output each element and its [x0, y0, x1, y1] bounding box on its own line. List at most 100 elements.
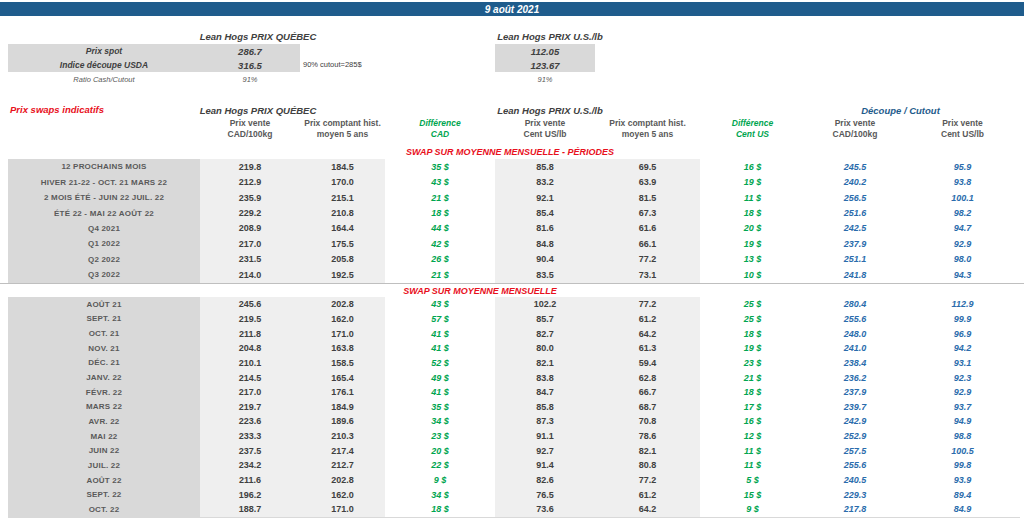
- price-cad-cell: 235.9: [200, 190, 300, 205]
- diff-us-cell: 25 $: [700, 297, 805, 312]
- diff-cad-cell: 18 $: [385, 502, 495, 517]
- cutout-cad-cell: 280.4: [805, 297, 905, 312]
- price-cad-cell: 231.5: [200, 252, 300, 267]
- cutout-cad-cell: 241.8: [805, 267, 905, 282]
- price-us-cell: 84.8: [495, 236, 595, 251]
- cutout-us-cell: 98.0: [905, 252, 1020, 267]
- price-cad-cell: 188.7: [200, 502, 300, 517]
- hist-us-cell: 66.1: [595, 236, 700, 251]
- price-us-cell: 81.6: [495, 221, 595, 236]
- cutout-us-cell: 93.7: [905, 399, 1020, 414]
- diff-cad-cell: 9 $: [385, 473, 495, 488]
- diff-us-cell: 18 $: [700, 326, 805, 341]
- cutout-cad-cell: 217.8: [805, 502, 905, 517]
- price-us-cell: 73.6: [495, 502, 595, 517]
- price-us-cell: 82.6: [495, 473, 595, 488]
- diff-cad-cell: 21 $: [385, 190, 495, 205]
- diff-cad-cell: 35 $: [385, 159, 495, 174]
- hist-us-cell: 59.4: [595, 356, 700, 371]
- diff-us-cell: 20 $: [700, 221, 805, 236]
- hist-us-cell: 61.2: [595, 487, 700, 502]
- diff-us-cell: 23 $: [700, 356, 805, 371]
- diff-us-cell: 21 $: [700, 370, 805, 385]
- row-label: MAI 22: [8, 429, 200, 444]
- hist-us-cell: 67.3: [595, 205, 700, 220]
- price-us-cell: 85.8: [495, 399, 595, 414]
- cutout-cad-cell: 240.5: [805, 473, 905, 488]
- diff-cad-cell: 34 $: [385, 414, 495, 429]
- hist-cad-cell: 210.3: [300, 429, 385, 444]
- row-label: OCT. 22: [8, 502, 200, 517]
- section-divider: [0, 283, 1024, 284]
- cutout-us-cell: 89.4: [905, 487, 1020, 502]
- price-cad-cell: 245.6: [200, 297, 300, 312]
- diff-cad-cell: 20 $: [385, 443, 495, 458]
- price-us-cell: 76.5: [495, 487, 595, 502]
- hist-cad-cell: 192.5: [300, 267, 385, 282]
- diff-us-cell: 25 $: [700, 312, 805, 327]
- column-header: Prix venteCent US/lb: [905, 118, 1020, 140]
- cutout-us-cell: 94.9: [905, 414, 1020, 429]
- hist-cad-cell: 210.8: [300, 205, 385, 220]
- hist-cad-cell: 217.4: [300, 443, 385, 458]
- ratio-us-value: 91%: [495, 73, 595, 85]
- cutout-cad-cell: 256.5: [805, 190, 905, 205]
- section-title-periodes: SWAP SUR MOYENNE MENSUELLE - PÉRIODES: [0, 146, 1020, 158]
- diff-us-cell: 19 $: [700, 341, 805, 356]
- row-label: SEPT. 22: [8, 487, 200, 502]
- hist-us-cell: 69.5: [595, 159, 700, 174]
- cutout-cad-cell: 245.5: [805, 159, 905, 174]
- diff-us-cell: 16 $: [700, 414, 805, 429]
- cutout-cad-cell: 240.2: [805, 174, 905, 189]
- price-cad-cell: 234.2: [200, 458, 300, 473]
- diff-cad-cell: 49 $: [385, 370, 495, 385]
- cutout-us-cell: 84.9: [905, 502, 1020, 517]
- price-cad-cell: 214.5: [200, 370, 300, 385]
- cutout-cad-cell: 239.7: [805, 399, 905, 414]
- column-header: Prix venteCAD/100kg: [805, 118, 905, 140]
- report-date: 9 août 2021: [485, 4, 539, 15]
- column-header: DifférenceCAD: [385, 118, 495, 140]
- price-us-cell: 83.8: [495, 370, 595, 385]
- hist-cad-cell: 205.8: [300, 252, 385, 267]
- cutout-cad-cell: 237.9: [805, 236, 905, 251]
- diff-us-cell: 10 $: [700, 267, 805, 282]
- table-quebec-group-header: Lean Hogs PRIX QUÉBEC: [150, 104, 366, 116]
- price-cad-cell: 219.5: [200, 312, 300, 327]
- price-cad-cell: 196.2: [200, 487, 300, 502]
- hist-us-cell: 61.6: [595, 221, 700, 236]
- price-us-cell: 83.5: [495, 267, 595, 282]
- row-label: NOV. 21: [8, 341, 200, 356]
- hist-us-cell: 64.2: [595, 502, 700, 517]
- price-cad-cell: 219.8: [200, 159, 300, 174]
- row-label: JUIN 22: [8, 443, 200, 458]
- cutout-us-cell: 98.2: [905, 205, 1020, 220]
- hist-us-cell: 62.8: [595, 370, 700, 385]
- row-label: AVR. 22: [8, 414, 200, 429]
- price-us-cell: 87.3: [495, 414, 595, 429]
- hist-cad-cell: 170.0: [300, 174, 385, 189]
- column-header-spacer: [8, 118, 200, 140]
- hist-us-cell: 61.2: [595, 312, 700, 327]
- row-label: SEPT. 21: [8, 312, 200, 327]
- diff-us-cell: 18 $: [700, 205, 805, 220]
- column-header: Prix venteCAD/100kg: [200, 118, 300, 140]
- price-us-cell: 85.7: [495, 312, 595, 327]
- cutout-us-cell: 92.3: [905, 370, 1020, 385]
- column-header: DifférenceCent US: [700, 118, 805, 140]
- price-cad-cell: 237.5: [200, 443, 300, 458]
- cutout-us-cell: 92.9: [905, 385, 1020, 400]
- row-label: Q3 2022: [8, 267, 200, 282]
- price-cad-cell: 211.6: [200, 473, 300, 488]
- diff-cad-cell: 22 $: [385, 458, 495, 473]
- diff-cad-cell: 41 $: [385, 341, 495, 356]
- hist-cad-cell: 158.5: [300, 356, 385, 371]
- row-label: ÉTÉ 22 - MAI 22 AOÛT 22: [8, 205, 200, 220]
- cutout-cad-cell: 255.6: [805, 312, 905, 327]
- price-cad-cell: 208.9: [200, 221, 300, 236]
- hist-us-cell: 78.6: [595, 429, 700, 444]
- row-label: AOÛT 22: [8, 473, 200, 488]
- cutout-index-us-value: 123.67: [495, 58, 595, 72]
- price-cad-cell: 204.8: [200, 341, 300, 356]
- price-us-cell: 92.7: [495, 443, 595, 458]
